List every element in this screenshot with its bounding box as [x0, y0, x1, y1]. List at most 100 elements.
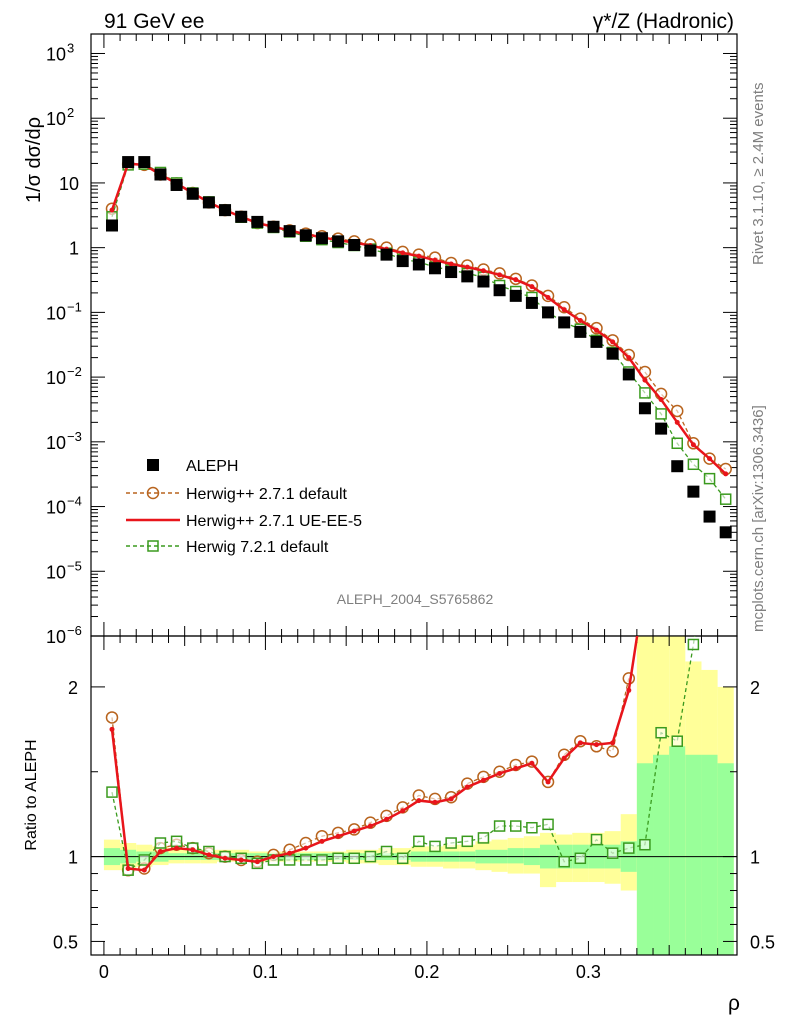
data-point [622, 368, 635, 381]
tick-label-y-exponent: 3 [67, 40, 74, 55]
data-point [157, 848, 163, 854]
tick-label-y-exponent: −4 [67, 494, 82, 509]
data-point [610, 740, 616, 746]
data-point [335, 833, 341, 839]
data-point [105, 711, 119, 724]
data-point [416, 798, 422, 804]
data-point [170, 835, 183, 848]
tick-label-y: 1 [69, 239, 79, 259]
tick-label-ry: 2 [68, 678, 78, 698]
data-point [428, 262, 441, 275]
data-point [283, 225, 296, 238]
data-point [109, 207, 115, 213]
data-point [529, 760, 535, 766]
data-point [412, 258, 425, 271]
series-circle-dashed [105, 157, 732, 476]
data-point [300, 854, 312, 866]
data-point [593, 327, 599, 333]
data-point [545, 294, 551, 300]
data-point [202, 196, 215, 209]
ratio-ylabel: Ratio to ALEPH [23, 739, 40, 850]
data-point [687, 485, 700, 498]
data-point [154, 168, 167, 181]
data-point [526, 821, 538, 834]
data-point [703, 510, 716, 523]
data-point [719, 493, 732, 505]
data-point [606, 347, 619, 360]
data-point [400, 808, 406, 814]
data-point [705, 529, 715, 539]
data-point [723, 471, 729, 477]
data-point [707, 456, 713, 462]
data-point [687, 638, 700, 651]
rivet-label: Rivet 3.1.10, ≥ 2.4M events [750, 83, 767, 266]
data-point [493, 284, 506, 297]
data-point [622, 348, 636, 362]
data-point [138, 854, 151, 866]
data-point [125, 865, 131, 871]
data-point [623, 842, 635, 854]
data-point [642, 377, 648, 383]
data-point [477, 275, 490, 288]
data-point [558, 316, 571, 329]
data-point [396, 255, 409, 268]
data-point [448, 796, 454, 802]
data-point [687, 458, 700, 471]
data-point [367, 823, 373, 829]
data-point [721, 444, 731, 454]
data-point [542, 306, 555, 319]
data-point [416, 253, 422, 259]
data-point [574, 852, 587, 865]
data-point [577, 317, 583, 323]
data-point [674, 419, 680, 425]
data-point [639, 838, 651, 851]
data-point [351, 828, 357, 834]
data-point [690, 442, 696, 448]
data-point [319, 838, 325, 844]
tick-label-y-exponent: −5 [67, 558, 82, 573]
data-point [655, 408, 667, 420]
legend: ALEPH Herwig++ 2.7.1 default Herwig++ 2.… [126, 458, 362, 556]
band-green [653, 754, 670, 955]
data-point [461, 270, 474, 283]
tick-label-y: 10 [46, 44, 66, 64]
data-point [577, 740, 583, 746]
data-point [364, 244, 377, 257]
band-green [685, 754, 702, 955]
data-point [461, 835, 474, 848]
data-point [270, 854, 276, 860]
data-point [154, 837, 167, 849]
tick-label-y: 10 [46, 562, 66, 582]
data-point [206, 852, 212, 858]
data-point [238, 857, 244, 863]
tick-label-y: 10 [46, 498, 66, 518]
data-point [380, 248, 393, 261]
legend-marker-hw271 [146, 486, 160, 500]
data-point [497, 272, 503, 278]
data-point [670, 404, 684, 418]
data-point [480, 268, 486, 274]
data-point [610, 339, 616, 345]
data-point [267, 220, 280, 233]
data-point [332, 235, 345, 248]
data-point [413, 835, 425, 848]
band-green [717, 763, 734, 955]
tick-label-y: 10 [46, 627, 66, 647]
tick-label-y: 10 [46, 433, 66, 453]
data-point [235, 210, 248, 223]
data-point [525, 296, 538, 309]
data-point [671, 437, 683, 450]
data-point [445, 837, 457, 849]
tick-label-ry: 0.5 [53, 932, 78, 952]
series-data [105, 156, 732, 539]
series-line [110, 162, 727, 475]
data-point [545, 779, 551, 785]
ratio-panel: 0 0.1 0.2 0.3 0.5 0.5 1 1 2 2 [53, 444, 775, 982]
data-point [703, 472, 716, 485]
data-point [174, 845, 180, 851]
tick-label-y-exponent: −3 [67, 429, 82, 444]
data-point [558, 855, 570, 868]
data-point [464, 264, 470, 270]
data-point [509, 820, 522, 832]
